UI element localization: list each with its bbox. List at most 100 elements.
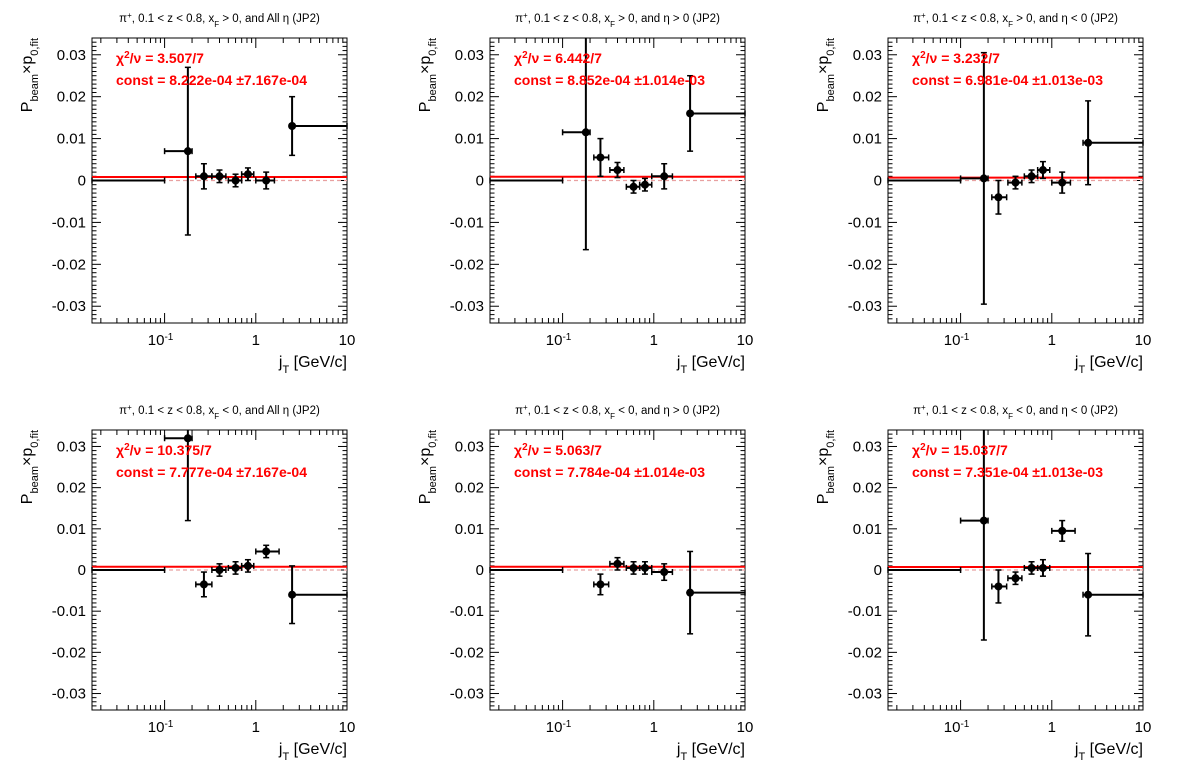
title-main: , 0.1 < z < 0.8, x — [528, 405, 611, 417]
y-tick-label: 0.03 — [455, 47, 484, 64]
data-point — [625, 179, 641, 194]
data-point — [163, 430, 193, 522]
chi2-symbol: χ — [912, 442, 920, 458]
y-tick-label: 0.01 — [853, 521, 882, 538]
chi2-exponent: 2 — [920, 50, 926, 61]
title-charge: + — [127, 403, 132, 412]
y-label-p: P — [815, 494, 832, 505]
y-axis-label: Pbeam×p0,fit — [815, 430, 837, 504]
x-axis-label: jT [GeV/c] — [676, 741, 745, 763]
title-subscript: F — [214, 20, 219, 29]
data-marker — [262, 547, 271, 556]
y-tick-label: 0.03 — [853, 47, 882, 64]
title-subscript: F — [214, 412, 219, 421]
data-point — [1007, 571, 1023, 586]
y-label-subscript2: 0,fit — [825, 38, 837, 56]
x-tick-exponent: -1 — [562, 719, 571, 730]
chi2-value: /ν = 15.037/7 — [926, 442, 1008, 458]
data-point — [240, 167, 255, 182]
title-main: , 0.1 < z < 0.8, x — [926, 405, 1009, 417]
y-tick-label: -0.01 — [52, 603, 86, 620]
panel-title: π+, 0.1 < z < 0.8, xF > 0, and η > 0 (JP… — [515, 11, 720, 29]
fit-const-label: const = 7.784e-04 ±1.014e-03 — [514, 464, 705, 480]
chi2-value: /ν = 3.507/7 — [130, 50, 205, 66]
y-tick-label: -0.03 — [848, 298, 882, 315]
x-axis-label: jT [GeV/c] — [278, 741, 347, 763]
title-pi: π — [913, 13, 921, 25]
y-tick-label: 0.03 — [57, 47, 86, 64]
x-tick-label: 10 — [339, 332, 356, 349]
data-marker — [1058, 178, 1067, 187]
title-rest: > 0, and η < 0 (JP2) — [1013, 13, 1118, 25]
y-label-subscript: beam — [29, 74, 41, 102]
data-point — [651, 162, 674, 190]
panel-title: π+, 0.1 < z < 0.8, xF < 0, and η < 0 (JP… — [913, 403, 1118, 421]
data-point — [651, 563, 674, 582]
title-main: , 0.1 < z < 0.8, x — [132, 13, 215, 25]
y-tick-label: -0.01 — [450, 214, 484, 231]
title-main: , 0.1 < z < 0.8, x — [528, 13, 611, 25]
x-label-subscript: T — [1078, 751, 1085, 763]
y-tick-label: 0 — [874, 562, 882, 579]
title-rest: < 0, and η > 0 (JP2) — [615, 405, 720, 417]
data-marker — [262, 176, 271, 185]
y-tick-label: 0.02 — [455, 89, 484, 106]
y-tick-label: -0.03 — [848, 686, 882, 703]
y-tick-label: -0.03 — [450, 298, 484, 315]
y-axis-label: Pbeam×p0,fit — [19, 38, 41, 112]
y-label-p: P — [417, 494, 434, 505]
y-tick-label: -0.01 — [450, 603, 484, 620]
y-label-times: ×p — [815, 56, 832, 74]
panel-title: π+, 0.1 < z < 0.8, xF < 0, and All η (JP… — [119, 403, 320, 421]
x-tick-label: 10 — [737, 332, 754, 349]
title-pi: π — [913, 405, 921, 417]
chi2-label: χ2/ν = 3.507/7 — [116, 50, 204, 67]
x-label-subscript: T — [1078, 364, 1085, 376]
data-point — [227, 561, 243, 575]
y-label-p: P — [417, 102, 434, 113]
data-marker — [640, 563, 649, 572]
x-label-unit: [GeV/c] — [1085, 354, 1143, 371]
data-point — [1036, 558, 1051, 577]
title-rest: > 0, and η > 0 (JP2) — [615, 13, 720, 25]
data-marker — [596, 153, 605, 162]
y-label-subscript: beam — [29, 466, 41, 494]
x-tick-label: 1 — [650, 719, 658, 736]
data-marker — [199, 172, 208, 181]
data-point — [211, 169, 227, 184]
y-label-subscript2: 0,fit — [825, 430, 837, 448]
data-point — [1051, 171, 1072, 194]
data-marker — [660, 568, 669, 577]
x-tick-exponent: -1 — [960, 719, 969, 730]
x-label-main: j — [1074, 741, 1079, 758]
x-label-unit: [GeV/c] — [687, 354, 745, 371]
y-label-subscript2: 0,fit — [427, 430, 439, 448]
plot-panel-2: π+, 0.1 < z < 0.8, xF > 0, and η > 0 (JP… — [417, 11, 753, 377]
data-point — [609, 556, 625, 571]
x-tick-label: 10-1 — [944, 332, 970, 350]
x-label-main: j — [1074, 354, 1079, 371]
panel-title: π+, 0.1 < z < 0.8, xF > 0, and All η (JP… — [119, 11, 320, 29]
x-label-subscript: T — [282, 364, 289, 376]
data-point — [195, 571, 213, 598]
data-point — [489, 567, 564, 573]
x-tick-label: 10 — [1135, 719, 1152, 736]
fit-const-label: const = 6.981e-04 ±1.013e-03 — [912, 72, 1103, 88]
data-point — [288, 95, 348, 157]
y-tick-label: -0.02 — [52, 256, 86, 273]
y-axis-label: Pbeam×p0,fit — [19, 430, 41, 504]
title-main: , 0.1 < z < 0.8, x — [132, 405, 215, 417]
chi2-label: χ2/ν = 10.375/7 — [116, 442, 212, 459]
y-tick-label: -0.03 — [52, 298, 86, 315]
title-pi: π — [515, 405, 523, 417]
x-tick-exponent: -1 — [164, 332, 173, 343]
data-marker — [613, 166, 622, 175]
fit-const-label: const = 7.777e-04 ±7.167e-04 — [116, 464, 307, 480]
data-point — [593, 137, 610, 178]
x-label-unit: [GeV/c] — [289, 741, 347, 758]
data-marker — [994, 582, 1003, 591]
y-label-times: ×p — [19, 56, 36, 74]
x-axis-label: jT [GeV/c] — [676, 354, 745, 376]
chi2-label: χ2/ν = 3.232/7 — [912, 50, 1000, 67]
